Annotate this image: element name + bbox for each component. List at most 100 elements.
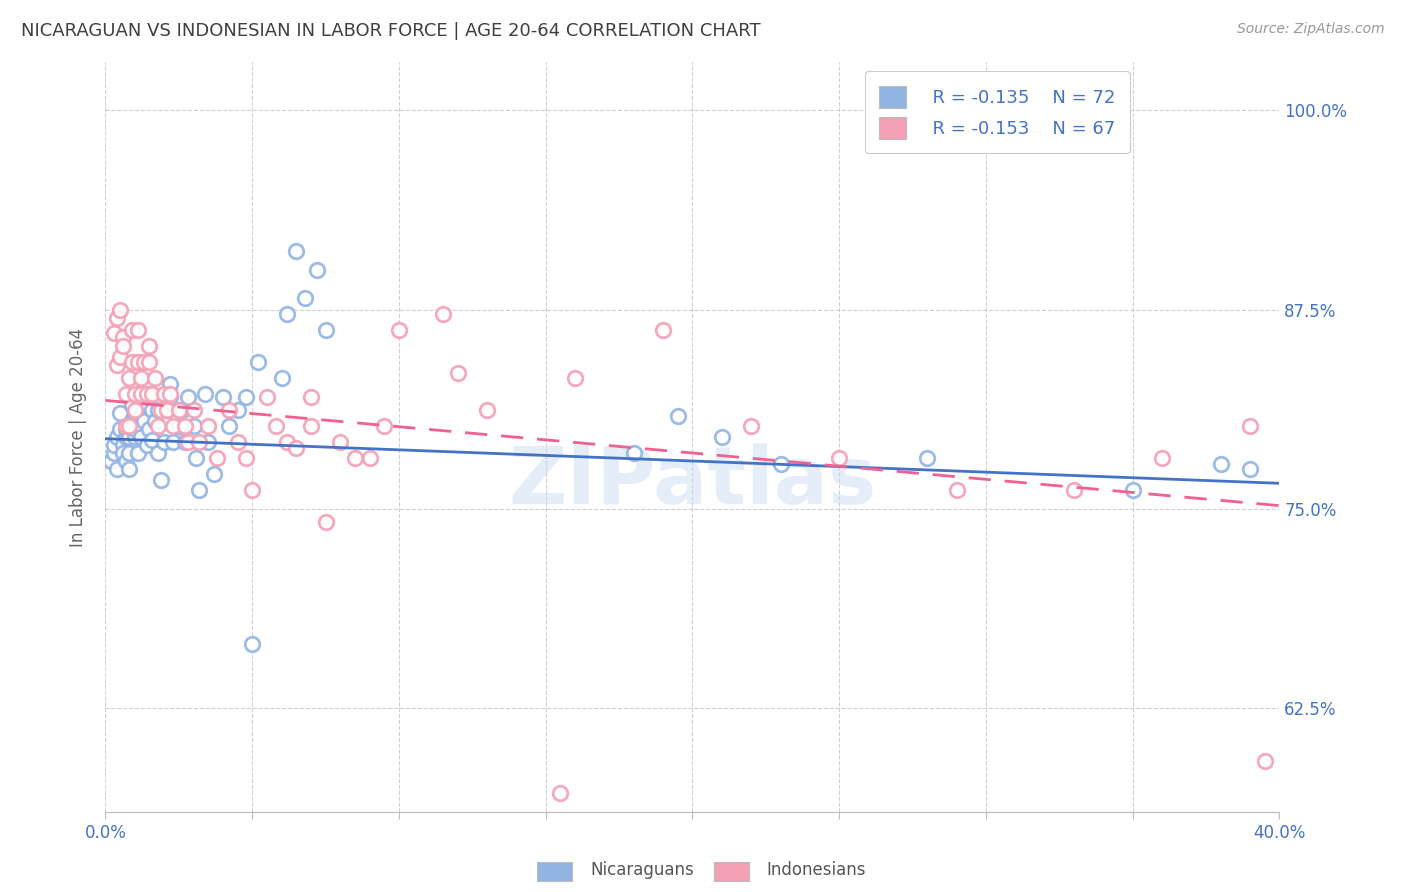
Point	[127, 390, 149, 404]
Point	[127, 446, 149, 460]
Legend:   R = -0.135    N = 72,   R = -0.153    N = 67: R = -0.135 N = 72, R = -0.153 N = 67	[865, 71, 1129, 153]
Point	[1122, 483, 1144, 497]
Point	[373, 418, 395, 433]
Point	[118, 446, 141, 460]
Point	[103, 446, 125, 460]
Point	[315, 323, 337, 337]
Point	[103, 326, 125, 341]
Point	[108, 351, 131, 365]
Point	[247, 355, 270, 369]
Point	[315, 515, 337, 529]
Point	[432, 307, 454, 321]
Point	[205, 450, 228, 465]
Point	[127, 355, 149, 369]
Point	[1209, 457, 1232, 471]
Point	[359, 450, 381, 465]
Point	[132, 382, 155, 396]
Point	[127, 323, 149, 337]
Point	[188, 434, 211, 449]
Point	[329, 434, 352, 449]
Point	[108, 422, 131, 436]
Point	[276, 307, 298, 321]
Point	[159, 387, 181, 401]
Point	[132, 414, 155, 428]
Text: ZIPatlas: ZIPatlas	[509, 443, 876, 521]
Text: Source: ZipAtlas.com: Source: ZipAtlas.com	[1237, 22, 1385, 37]
Text: NICARAGUAN VS INDONESIAN IN LABOR FORCE | AGE 20-64 CORRELATION CHART: NICARAGUAN VS INDONESIAN IN LABOR FORCE …	[21, 22, 761, 40]
Point	[167, 418, 190, 433]
Point	[150, 473, 173, 487]
Point	[138, 355, 160, 369]
Point	[156, 403, 179, 417]
Point	[170, 403, 193, 417]
Point	[186, 450, 208, 465]
Point	[115, 422, 138, 436]
Point	[135, 398, 157, 412]
Point	[129, 387, 152, 401]
Point	[226, 434, 249, 449]
Point	[124, 422, 146, 436]
Point	[343, 450, 366, 465]
Point	[945, 483, 967, 497]
Point	[141, 387, 163, 401]
Point	[710, 430, 733, 444]
Point	[118, 371, 141, 385]
Point	[121, 414, 143, 428]
Point	[299, 418, 322, 433]
Point	[162, 434, 184, 449]
Point	[129, 371, 152, 385]
Text: Nicaraguans: Nicaraguans	[591, 861, 695, 879]
Point	[623, 446, 645, 460]
Point	[100, 454, 122, 468]
Point	[564, 371, 586, 385]
Point	[652, 323, 675, 337]
Point	[121, 323, 143, 337]
Point	[294, 292, 316, 306]
Point	[135, 387, 157, 401]
Point	[256, 390, 278, 404]
Point	[446, 367, 468, 381]
Point	[202, 467, 225, 481]
Point	[740, 418, 762, 433]
Point	[135, 438, 157, 452]
Point	[276, 434, 298, 449]
Point	[235, 390, 257, 404]
Point	[240, 637, 263, 651]
Point	[299, 390, 322, 404]
Point	[475, 403, 498, 417]
Point	[118, 418, 141, 433]
Point	[173, 418, 195, 433]
Point	[173, 434, 195, 449]
Point	[124, 406, 146, 420]
Point	[150, 403, 173, 417]
Point	[197, 434, 219, 449]
Point	[112, 438, 135, 452]
Point	[270, 371, 292, 385]
Point	[226, 403, 249, 417]
Point	[159, 377, 181, 392]
Point	[121, 398, 143, 412]
Point	[143, 390, 166, 404]
Point	[132, 355, 155, 369]
Point	[1150, 450, 1173, 465]
Point	[1239, 418, 1261, 433]
Point	[129, 430, 152, 444]
Point	[285, 244, 308, 258]
Point	[550, 786, 572, 800]
Point	[105, 430, 128, 444]
Point	[159, 390, 181, 404]
Point	[115, 387, 138, 401]
Point	[666, 409, 689, 424]
Point	[121, 355, 143, 369]
Point	[115, 418, 138, 433]
Point	[183, 418, 205, 433]
Point	[917, 450, 939, 465]
Point	[1063, 483, 1085, 497]
Point	[197, 418, 219, 433]
Point	[124, 403, 146, 417]
Point	[285, 442, 308, 456]
Point	[240, 483, 263, 497]
Point	[138, 339, 160, 353]
Point	[105, 462, 128, 476]
Y-axis label: In Labor Force | Age 20-64: In Labor Force | Age 20-64	[69, 327, 87, 547]
